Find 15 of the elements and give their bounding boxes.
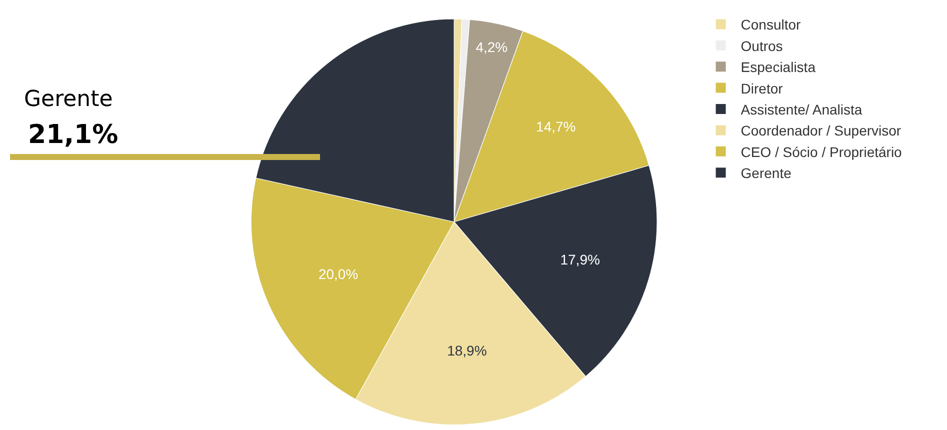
legend-label: CEO / Sócio / Proprietário: [740, 144, 902, 160]
data-label: 17,9%: [560, 252, 600, 268]
legend-label: Especialista: [740, 59, 816, 76]
legend-label: Outros: [740, 38, 783, 54]
data-label: 20,0%: [318, 266, 358, 282]
data-label: 18,9%: [447, 342, 487, 359]
legend-label: Assistente/ Analista: [740, 101, 862, 118]
data-label: 14,7%: [536, 118, 576, 134]
legend-label: Consultor: [740, 16, 802, 33]
data-label: 4,2%: [476, 38, 508, 55]
legend-label: Gerente: [740, 165, 792, 182]
text: 21,1%: [28, 120, 118, 150]
legend-label: Coordenador / Supervisor: [740, 122, 902, 139]
legend-label: Diretor: [740, 80, 784, 96]
text: Gerente: [24, 87, 113, 112]
